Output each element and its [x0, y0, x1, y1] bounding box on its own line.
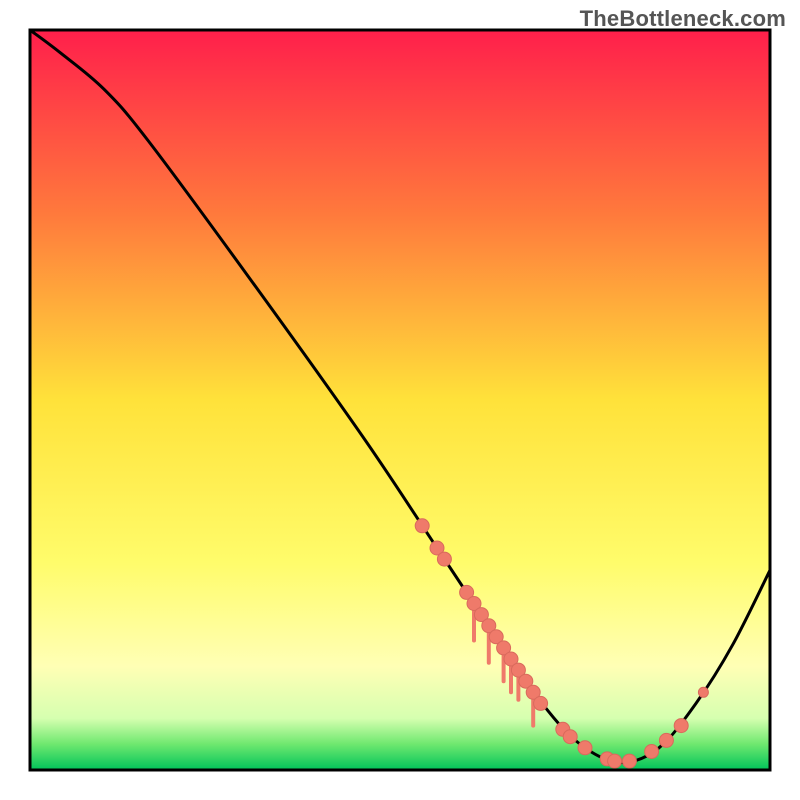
plot-background-gradient [30, 30, 770, 770]
data-marker [645, 745, 659, 759]
data-marker [659, 733, 673, 747]
data-marker [415, 519, 429, 533]
data-marker [698, 687, 708, 697]
data-marker [437, 552, 451, 566]
data-marker [563, 730, 577, 744]
data-marker [534, 696, 548, 710]
data-marker [608, 754, 622, 768]
data-marker [674, 719, 688, 733]
data-marker [622, 754, 636, 768]
watermark-label: TheBottleneck.com [580, 6, 786, 32]
chart-container: TheBottleneck.com [0, 0, 800, 800]
data-marker [578, 741, 592, 755]
bottleneck-curve-chart [0, 0, 800, 800]
